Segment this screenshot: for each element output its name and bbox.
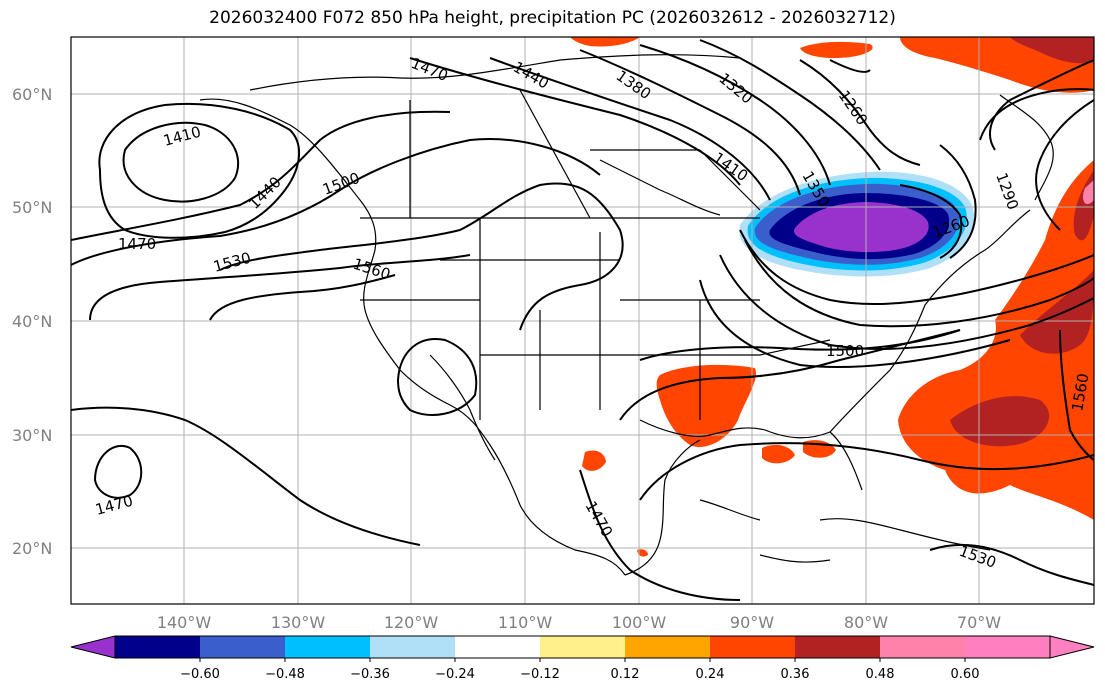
colorbar-segment <box>115 636 201 658</box>
colorbar-tick-label: −0.24 <box>435 667 475 682</box>
colorbar-segment <box>285 636 371 658</box>
colorbar-segment <box>625 636 711 658</box>
lon-label: 80°W <box>844 613 888 632</box>
contour-label: 1500 <box>826 342 864 360</box>
lat-label: 20°N <box>12 539 52 558</box>
longitude-labels: 140°W 130°W 120°W 110°W 100°W 90°W 80°W … <box>157 613 1001 632</box>
positive-precip-north <box>570 37 1094 93</box>
map-frame <box>70 36 1095 605</box>
lon-label: 110°W <box>498 613 553 632</box>
map-title: 2026032400 F072 850 hPa height, precipit… <box>209 8 896 28</box>
latitude-labels: 60°N 50°N 40°N 30°N 20°N <box>12 85 52 558</box>
colorbar-tick-label: 0.48 <box>866 667 895 682</box>
coastlines-and-borders <box>199 54 1054 576</box>
lon-label: 90°W <box>730 613 774 632</box>
colorbar-outline <box>114 635 1051 659</box>
colorbar-extend-max <box>1049 635 1095 659</box>
colorbar-segment <box>795 636 881 658</box>
colorbar-tick-label: −0.60 <box>180 667 220 682</box>
colorbar-segment <box>370 636 456 658</box>
lat-label: 50°N <box>12 198 52 217</box>
lon-label: 70°W <box>957 613 1001 632</box>
colorbar-segment <box>965 636 1051 658</box>
lon-label: 100°W <box>612 613 667 632</box>
colorbar-extend-min <box>70 635 116 659</box>
colorbar-tick-label: 0.36 <box>781 667 810 682</box>
colorbar-tick-label: 0.12 <box>611 667 640 682</box>
lon-label: 130°W <box>271 613 326 632</box>
height-contours <box>71 39 1094 601</box>
colorbar-segment <box>880 636 966 658</box>
colorbar-segment <box>710 636 796 658</box>
lat-label: 30°N <box>12 426 52 445</box>
positive-precip-atlantic <box>898 160 1094 604</box>
colorbar-tick-label: 0.60 <box>951 667 980 682</box>
colorbar-tick-label: −0.36 <box>350 667 390 682</box>
negative-precip-area <box>739 171 975 277</box>
colorbar-tick-label: −0.48 <box>265 667 305 682</box>
colorbar-tick-label: −0.12 <box>520 667 560 682</box>
colorbar: −0.60 −0.48 −0.36 −0.24 −0.12 0.12 0.24 0.36 0.4… <box>70 635 1095 682</box>
lon-label: 140°W <box>157 613 212 632</box>
contour-label: 1470 <box>118 235 156 253</box>
colorbar-segment <box>455 636 541 658</box>
lon-label: 120°W <box>384 613 439 632</box>
colorbar-segment <box>200 636 286 658</box>
colorbar-tick-label: 0.24 <box>696 667 725 682</box>
colorbar-segment <box>540 636 626 658</box>
lat-label: 40°N <box>12 312 52 331</box>
graticule <box>71 37 1094 604</box>
lat-label: 60°N <box>12 85 52 104</box>
